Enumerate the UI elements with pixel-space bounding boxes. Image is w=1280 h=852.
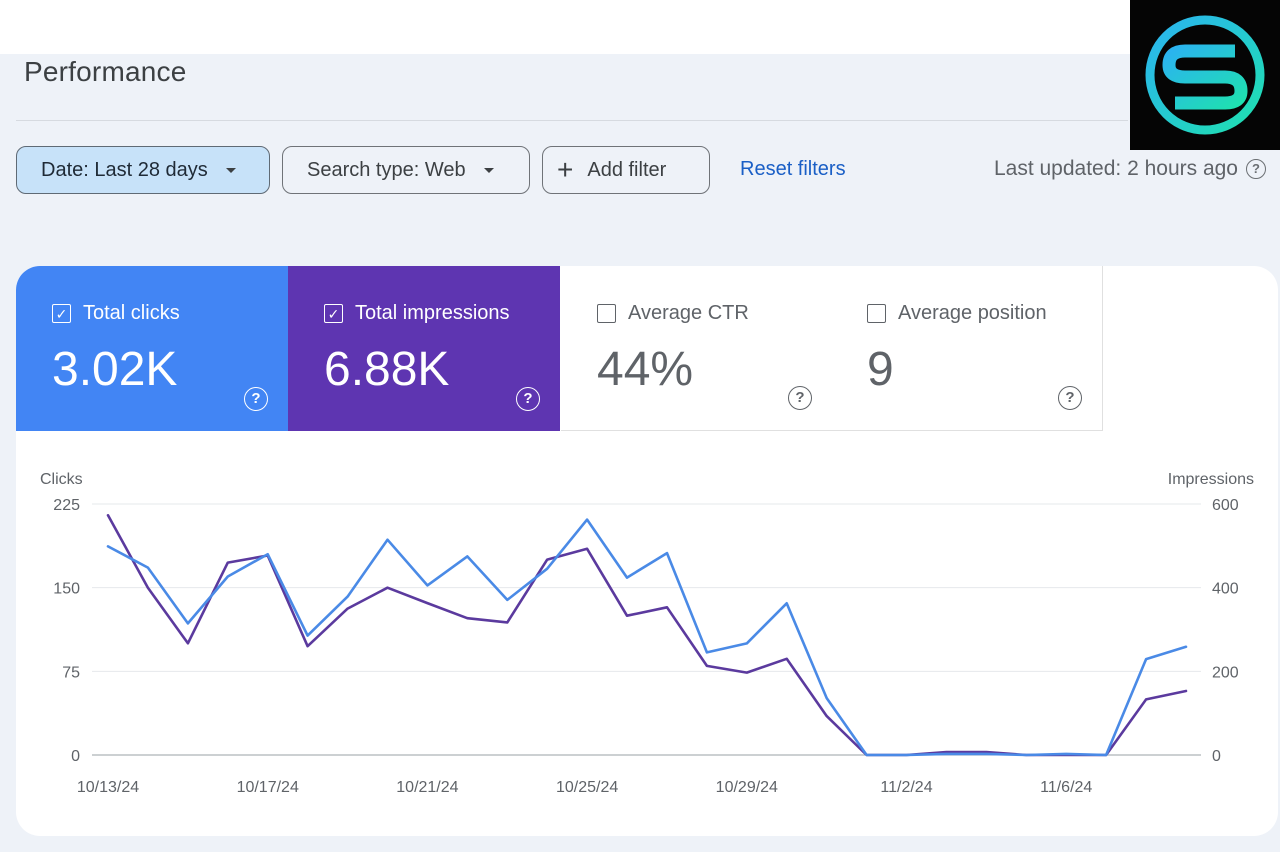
metric-value: 3.02K (52, 343, 178, 396)
divider (16, 120, 1128, 121)
left-tick-label: 75 (62, 664, 80, 681)
performance-chart: Clicks Impressions 225 600 150 400 75 200 0 0 10… (40, 471, 1254, 796)
left-axis-label: Clicks (40, 471, 83, 488)
metric-value: 44% (597, 343, 694, 396)
series-line-clicks (106, 518, 1188, 757)
x-tick-label: 10/25/24 (556, 779, 618, 796)
performance-card: ✓ Total clicks 3.02K ? ✓ Total impressio… (16, 266, 1278, 836)
left-tick-label: 0 (71, 748, 80, 765)
metric-label: Average position (898, 302, 1047, 324)
brand-logo (1130, 0, 1280, 150)
left-tick-label: 225 (53, 497, 80, 514)
top-strip (0, 0, 1280, 54)
x-tick-label: 10/17/24 (237, 779, 299, 796)
metric-tile-average-position[interactable]: Average position 9 ? (831, 266, 1103, 431)
checkbox-unchecked-icon[interactable] (867, 304, 886, 323)
checkbox-unchecked-icon[interactable] (597, 304, 616, 323)
x-tick-label: 11/2/24 (880, 779, 932, 796)
plus-icon: + (557, 154, 574, 185)
chevron-down-icon (483, 167, 494, 173)
metric-value: 6.88K (324, 343, 450, 396)
search-type-label: Search type: Web (307, 158, 466, 181)
last-updated: Last updated: 2 hours ago ? (994, 157, 1266, 181)
left-tick-label: 150 (53, 581, 80, 598)
right-tick-label: 600 (1212, 497, 1239, 514)
date-filter-chip[interactable]: Date: Last 28 days (16, 146, 270, 194)
x-tick-label: 10/29/24 (716, 779, 778, 796)
add-filter-button[interactable]: + Add filter (542, 146, 710, 194)
x-tick-label: 10/21/24 (396, 779, 458, 796)
checkbox-checked-icon[interactable]: ✓ (324, 304, 343, 323)
metric-label: Total clicks (83, 302, 180, 324)
add-filter-label: Add filter (587, 158, 667, 181)
s-logo-icon (1145, 15, 1265, 135)
metric-label: Average CTR (628, 302, 749, 324)
metric-tile-total-clicks[interactable]: ✓ Total clicks 3.02K ? (16, 266, 288, 431)
help-icon[interactable]: ? (1246, 159, 1266, 179)
help-icon[interactable]: ? (1058, 386, 1082, 410)
right-tick-label: 0 (1212, 748, 1221, 765)
filter-bar: Date: Last 28 days Search type: Web + Ad… (16, 145, 1276, 195)
x-tick-label: 11/6/24 (1040, 779, 1092, 796)
series-line-impressions (106, 514, 1188, 757)
chevron-down-icon (225, 167, 236, 173)
last-updated-text: Last updated: 2 hours ago (993, 157, 1238, 180)
help-icon[interactable]: ? (244, 387, 268, 411)
x-tick-label: 10/13/24 (77, 779, 139, 796)
search-type-chip[interactable]: Search type: Web (282, 146, 530, 194)
checkbox-checked-icon[interactable]: ✓ (52, 304, 71, 323)
help-icon[interactable]: ? (788, 386, 812, 410)
right-tick-label: 200 (1212, 664, 1239, 681)
right-axis-label: Impressions (1168, 471, 1254, 488)
metric-value: 9 (867, 343, 894, 396)
date-filter-label: Date: Last 28 days (41, 158, 208, 181)
reset-filters-link[interactable]: Reset filters (740, 158, 846, 180)
metric-tile-average-ctr[interactable]: Average CTR 44% ? (561, 266, 833, 431)
metric-tile-total-impressions[interactable]: ✓ Total impressions 6.88K ? (288, 266, 560, 431)
page-title: Performance (24, 56, 187, 87)
metric-label: Total impressions (355, 302, 510, 324)
right-tick-label: 400 (1212, 581, 1239, 598)
help-icon[interactable]: ? (516, 387, 540, 411)
